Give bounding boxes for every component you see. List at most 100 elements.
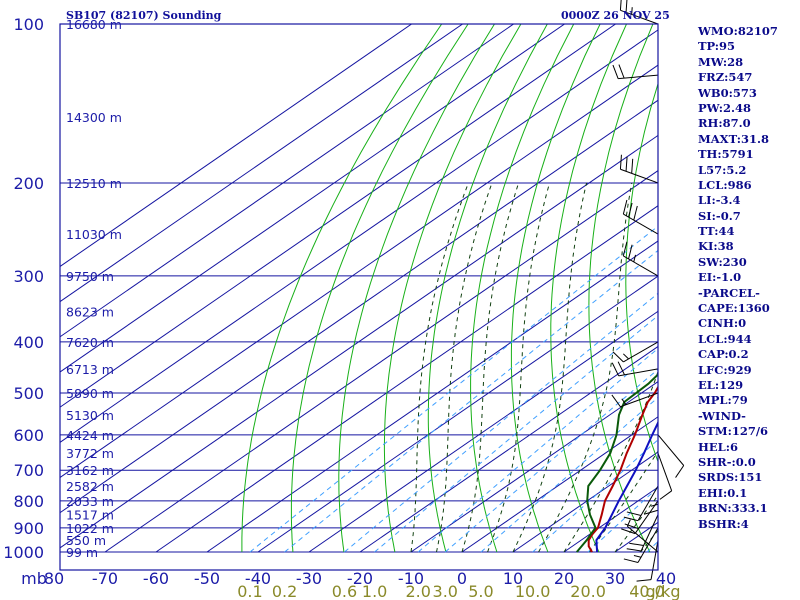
isotherm xyxy=(60,99,658,514)
temperature-tick-label: -10 xyxy=(398,569,424,588)
dry-adiabats xyxy=(241,24,658,553)
wind-barb xyxy=(622,241,659,277)
temperature-axis-labels: 80 -70 -60 -50 -40 -30 -20 -10 0 10 20 30 40 xyxy=(44,569,676,588)
dry-adiabat xyxy=(427,24,548,553)
valid-time: 0000Z 26 NOV 25 xyxy=(561,9,670,22)
height-label: 1022 m xyxy=(66,521,114,536)
dewpoint-profile xyxy=(576,373,658,553)
mixing-ratio-lines xyxy=(249,225,658,553)
mixing-ratio-label: 0.6 xyxy=(332,582,357,600)
wind-barb xyxy=(626,514,659,552)
index-item: LCL:986 xyxy=(698,177,752,192)
isotherm xyxy=(60,24,463,303)
moist-adiabats xyxy=(410,182,658,553)
index-item: MPL:79 xyxy=(698,393,748,408)
index-item: SW:230 xyxy=(698,254,747,269)
pressure-label-1000: 1000 xyxy=(3,543,44,562)
temperature-tick-label: -50 xyxy=(194,569,220,588)
moist-adiabat xyxy=(461,182,520,553)
height-label: 14300 m xyxy=(66,110,122,125)
height-label: 12510 m xyxy=(66,176,122,191)
mixing-ratio-label: 2.0 xyxy=(406,582,431,600)
index-item: TP:95 xyxy=(698,39,736,54)
index-item: SHR-:0.0 xyxy=(698,454,756,469)
mixing-ratio-line xyxy=(587,486,658,553)
isotherm xyxy=(60,64,658,479)
index-item: EHI:0.1 xyxy=(698,485,748,500)
isotherm xyxy=(308,310,658,553)
index-item: WB0:573 xyxy=(698,85,757,100)
index-item: RH:87.0 xyxy=(698,116,751,131)
isotherm xyxy=(512,451,658,553)
wind-barb xyxy=(612,64,659,80)
pressure-label-100: 100 xyxy=(13,15,44,34)
temperature-tick-label: -40 xyxy=(245,569,271,588)
mixing-ratio-label: 3.0 xyxy=(433,582,458,600)
pressure-label-600: 600 xyxy=(13,426,44,445)
isotherm xyxy=(60,24,616,408)
index-item: MAXT:31.8 xyxy=(698,131,769,146)
temperature-tick-label: -30 xyxy=(296,569,322,588)
isotherm xyxy=(461,416,658,553)
index-item: CINH:0 xyxy=(698,316,747,331)
wind-barb xyxy=(657,434,685,478)
index-item: TT:44 xyxy=(698,224,735,239)
height-label: 9750 m xyxy=(66,269,114,284)
mixing-ratio-line xyxy=(444,368,658,553)
parcel-profile xyxy=(595,420,658,553)
temperature-tick-label: 20 xyxy=(554,569,574,588)
index-item: FRZ:547 xyxy=(698,70,753,85)
height-label: 8623 m xyxy=(66,304,114,319)
mixing-ratio-label: 10.0 xyxy=(515,582,551,600)
index-item: HEL:6 xyxy=(698,439,738,454)
height-label: 3772 m xyxy=(66,446,114,461)
index-item: EI:-1.0 xyxy=(698,270,742,285)
height-label: 1517 m xyxy=(66,508,114,523)
pressure-label-200: 200 xyxy=(13,174,44,193)
height-label: 550 m xyxy=(66,533,106,548)
dry-adiabat xyxy=(470,24,575,553)
wind-barb xyxy=(612,341,659,363)
wind-barb xyxy=(611,392,659,408)
mixing-ratio-label: 40.0 xyxy=(629,582,665,600)
temperature-tick-label: -60 xyxy=(143,569,169,588)
isotherm xyxy=(60,29,658,443)
mixing-ratio-label: 1.0 xyxy=(362,582,387,600)
height-label: 2582 m xyxy=(66,479,114,494)
height-label: 6713 m xyxy=(66,362,114,377)
temperature-tick-label: 0 xyxy=(457,569,467,588)
wind-barb xyxy=(619,0,659,25)
temperature-profile xyxy=(587,385,658,553)
wind-barb xyxy=(623,485,659,522)
temperature-tick-label: -70 xyxy=(92,569,118,588)
dry-adiabat xyxy=(338,24,495,553)
pressure-label-400: 400 xyxy=(13,333,44,352)
height-label: 4424 m xyxy=(66,428,114,443)
temperature-tick-label: 10 xyxy=(503,569,523,588)
stability-indices-list: WMO:82107 TP:95 MW:28 FRZ:547 WB0:573 PW:2.48… xyxy=(698,24,778,532)
wind-barb xyxy=(622,199,659,235)
mixing-ratio-labels: 0.1 0.2 0.6 1.0 2.0 3.0 5.0 10.0 20.0 40.0g/kg xyxy=(237,582,680,600)
mixing-ratio-label: 0.2 xyxy=(272,582,297,600)
isotherm-lines xyxy=(60,24,658,553)
moist-adiabat xyxy=(614,494,658,553)
pressure-label-500: 500 xyxy=(13,384,44,403)
index-item: -PARCEL- xyxy=(698,285,760,300)
index-item: LFC:929 xyxy=(698,362,752,377)
isotherm xyxy=(104,170,658,553)
mixing-ratio-line xyxy=(374,315,658,553)
height-label: 16680 m xyxy=(66,17,122,32)
mixing-ratio-label: 20.0 xyxy=(570,582,606,600)
isotherm xyxy=(206,240,658,553)
mixing-ratio-line xyxy=(284,249,658,553)
mixing-ratio-label: 5.0 xyxy=(468,582,493,600)
index-item: CAPE:1360 xyxy=(698,301,770,316)
index-item: -WIND- xyxy=(698,408,746,423)
index-item: SI:-0.7 xyxy=(698,208,741,223)
dry-adiabat xyxy=(510,24,601,553)
dry-adiabat xyxy=(588,24,654,553)
index-item: MW:28 xyxy=(698,54,744,69)
pressure-unit-label: mb xyxy=(21,569,47,588)
moist-adiabat xyxy=(589,450,658,553)
